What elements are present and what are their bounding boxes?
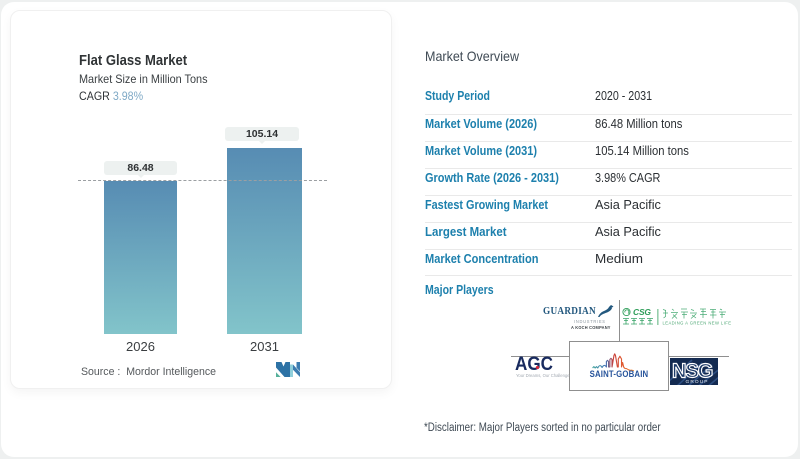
svg-text:NSG: NSG — [672, 361, 713, 383]
svg-text:LEADING A GREEN NEW LIFE: LEADING A GREEN NEW LIFE — [663, 321, 732, 326]
svg-text:CSG: CSG — [633, 307, 651, 317]
svg-text:GROUP: GROUP — [686, 379, 709, 385]
